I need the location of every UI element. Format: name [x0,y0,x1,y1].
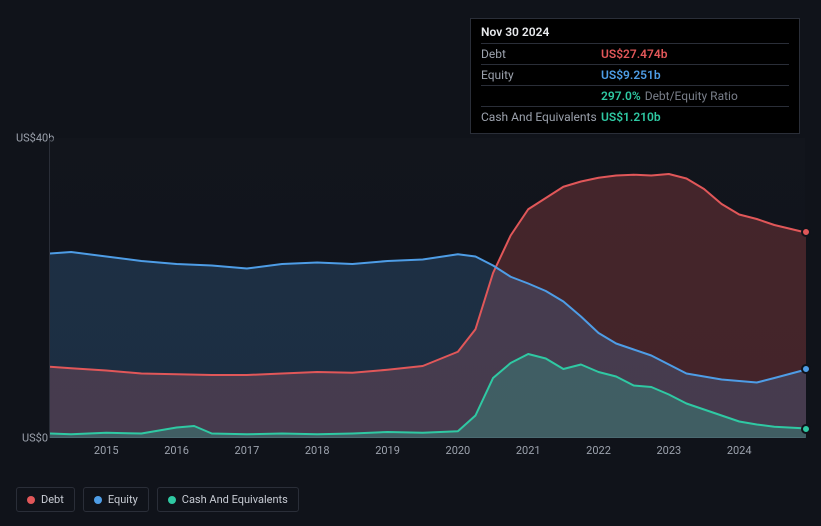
legend-label: Equity [108,493,138,506]
series-end-dot [801,227,811,237]
tooltip-row-value: US$1.210b [601,110,661,124]
tooltip-row: Debt US$27.474b [481,43,789,64]
tooltip-row-value: US$27.474b [601,47,668,61]
legend-item[interactable]: Debt [16,487,75,512]
tooltip-row-label: Debt [481,47,601,61]
tooltip-row-label: Equity [481,68,601,82]
legend-label: Debt [41,493,64,506]
x-axis-label: 2015 [94,444,119,457]
series-end-dot [801,424,811,434]
tooltip-row-label [481,89,601,103]
y-axis-label: US$0 [16,432,48,445]
tooltip-row-label: Cash And Equivalents [481,110,601,124]
chart-plot-area[interactable]: 2015201620172018201920202021202220232024 [49,138,805,438]
x-axis-label: 2017 [235,444,260,457]
tooltip-row: Cash And Equivalents US$1.210b [481,106,789,127]
x-axis-label: 2019 [375,444,400,457]
x-axis-label: 2024 [727,444,752,457]
x-axis-label: 2018 [305,444,330,457]
legend: Debt Equity Cash And Equivalents [16,487,299,512]
tooltip-row: 297.0% Debt/Equity Ratio [481,85,789,106]
tooltip-panel: Nov 30 2024 Debt US$27.474b Equity US$9.… [470,18,800,134]
tooltip-date: Nov 30 2024 [481,25,789,39]
x-axis-label: 2020 [446,444,471,457]
chart-container: US$0 US$40b 20152016201720182019202020212… [16,120,805,450]
x-axis-label: 2016 [164,444,189,457]
tooltip-row-value: US$9.251b [601,68,661,82]
y-axis-label: US$40b [16,132,48,145]
series-end-dot [801,364,811,374]
x-axis-label: 2022 [586,444,611,457]
legend-dot-icon [27,496,35,504]
legend-label: Cash And Equivalents [182,493,288,506]
x-axis-label: 2023 [656,444,681,457]
legend-item[interactable]: Equity [83,487,149,512]
legend-item[interactable]: Cash And Equivalents [157,487,299,512]
tooltip-row: Equity US$9.251b [481,64,789,85]
legend-dot-icon [94,496,102,504]
x-axis-label: 2021 [516,444,541,457]
tooltip-row-value: 297.0% [601,89,641,103]
legend-dot-icon [168,496,176,504]
tooltip-row-extra: Debt/Equity Ratio [645,89,738,103]
